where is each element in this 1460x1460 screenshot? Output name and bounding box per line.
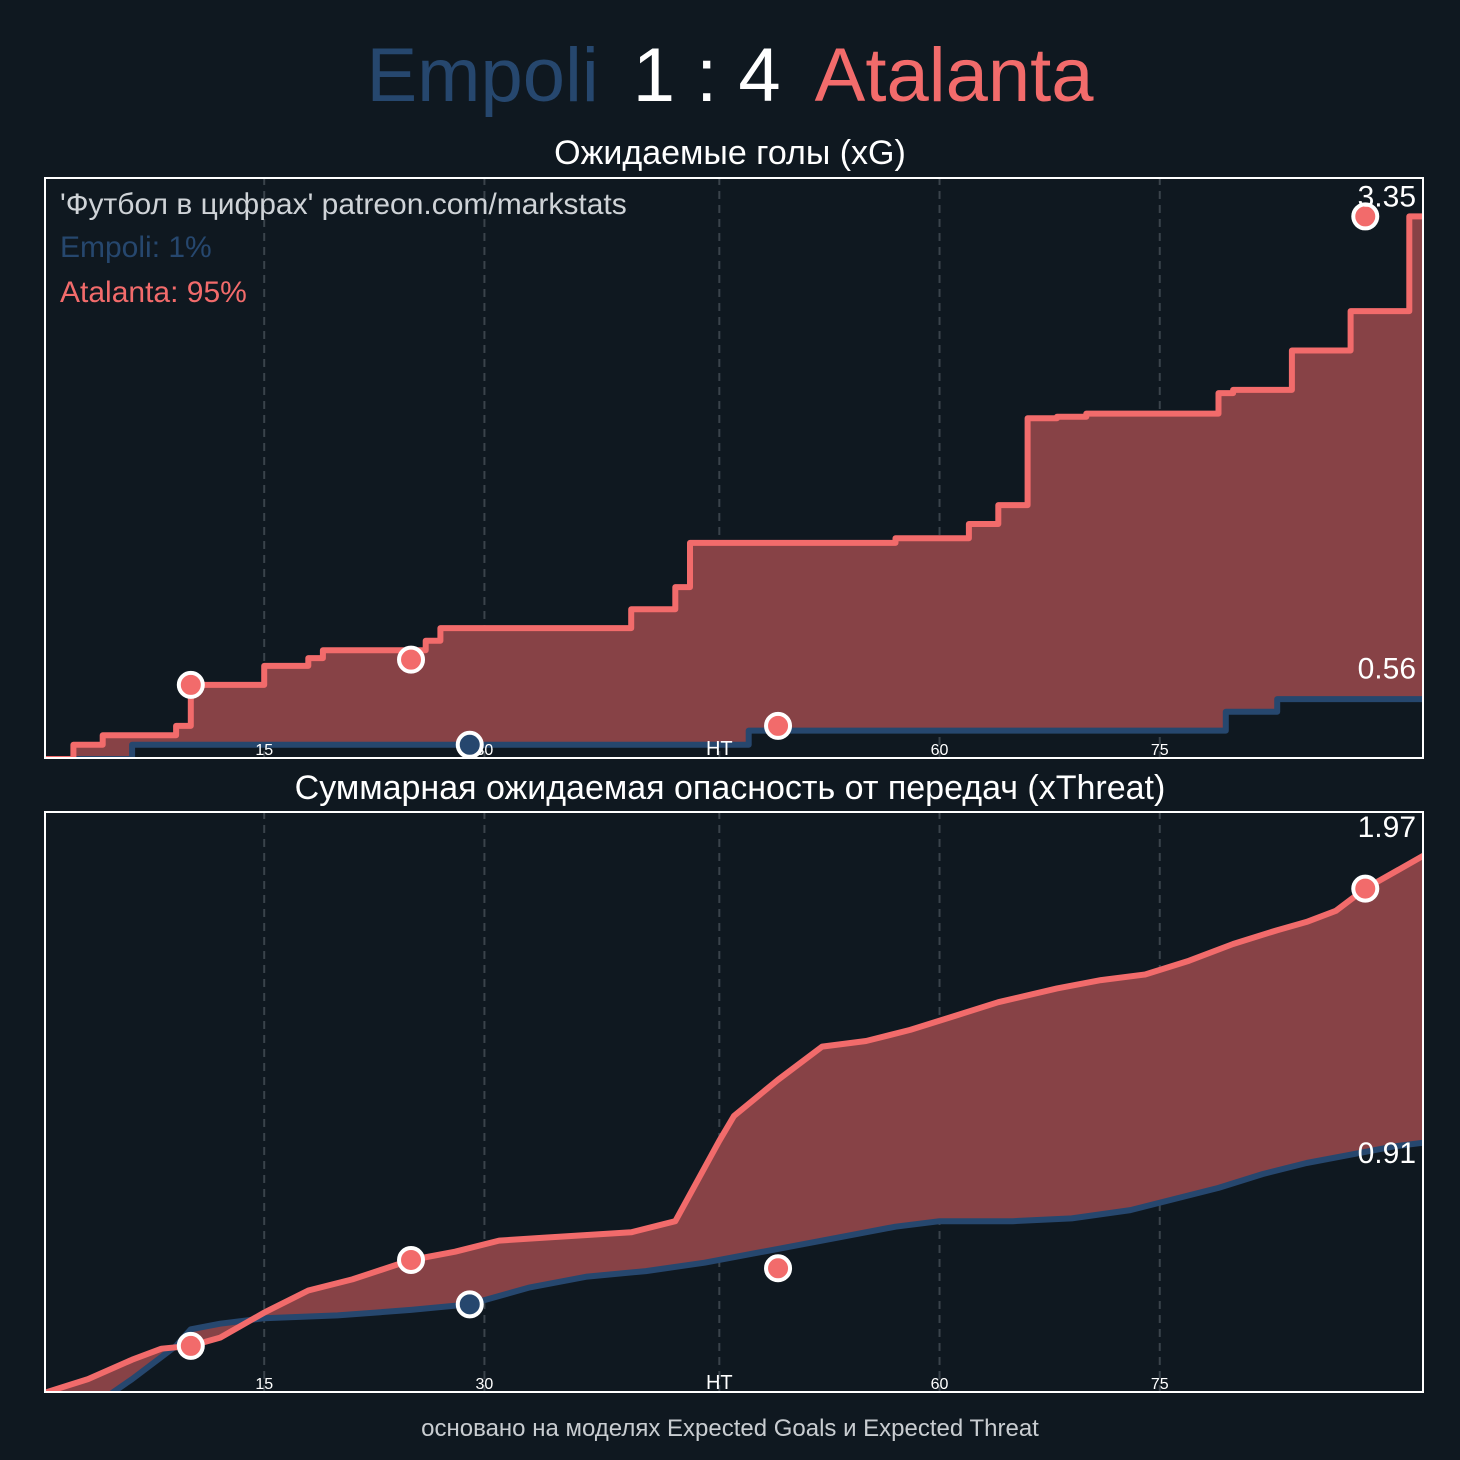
xthreat-x-tick-label: 15 [255, 1376, 273, 1393]
footer-note: основано на моделях Expected Goals и Exp… [421, 1415, 1039, 1442]
home-win-probability: Empoli: 1% [60, 231, 212, 264]
xthreat-x-tick-label: 60 [931, 1376, 949, 1393]
xthreat-x-tick-label: 30 [476, 1376, 494, 1393]
xg-atalanta-end-label: 3.35 [1358, 180, 1416, 213]
match-header: Empoli 1 : 4 Atalanta [0, 28, 1460, 124]
away-win-probability: Atalanta: 95% [60, 276, 247, 309]
xg-goal-marker-atalanta [764, 711, 793, 740]
xg-goal-marker-atalanta [176, 670, 205, 699]
xg-goal-marker-atalanta [397, 645, 426, 674]
xthreat-frame [44, 811, 1424, 1393]
xg-empoli-end-label: 0.56 [1358, 652, 1416, 685]
xthreat-empoli-end-label: 0.91 [1358, 1137, 1416, 1170]
xg-x-tick-label: 60 [931, 742, 949, 759]
xg-frame [44, 177, 1424, 759]
xthreat-atalanta-end-label: 1.97 [1358, 811, 1416, 844]
xg-x-tick-label: 15 [255, 742, 273, 759]
xthreat-chart-title: Суммарная ожидаемая опасность от передач… [294, 769, 1166, 807]
xthreat-series-empoli-line [106, 1139, 1424, 1393]
match-score: 1 : 4 [632, 33, 781, 118]
xthreat-goal-marker-atalanta [764, 1254, 793, 1283]
credit-text: 'Футбол в цифрах' patreon.com/markstats [60, 188, 627, 221]
xg-goal-marker-atalanta [1351, 202, 1380, 231]
xthreat-x-tick-label: HT [706, 1372, 733, 1393]
xg-x-tick-label: 75 [1151, 742, 1169, 759]
xg-difference-fill [44, 216, 1424, 759]
xthreat-x-tick-label: 75 [1151, 1376, 1169, 1393]
xg-x-tick-label: HT [706, 738, 733, 759]
xg-chart: 15 30 HT 60 75 3.35 0.56 'Футбол в цифрах' pat… [44, 177, 1424, 759]
xthreat-series-atalanta-line [44, 851, 1424, 1393]
xg-chart-svg: 15 30 HT 60 753.350.56 [44, 177, 1424, 759]
xthreat-plot-area [44, 811, 1424, 1393]
xthreat-chart: 15 30 HT 60 75 1.97 0.91 [44, 811, 1424, 1393]
away-team-name: Atalanta [814, 33, 1094, 118]
xg-goal-marker-empoli [455, 730, 484, 759]
xthreat-goal-marker-atalanta [176, 1331, 205, 1360]
xthreat-goal-marker-atalanta [397, 1245, 426, 1274]
xg-series-empoli-line [44, 696, 1424, 759]
xg-plot-area [44, 177, 1424, 759]
xthreat-goal-marker-atalanta [1351, 874, 1380, 903]
xthreat-goal-marker-empoli [455, 1290, 484, 1319]
xg-chart-title: Ожидаемые голы (xG) [554, 134, 906, 172]
home-team-name: Empoli [366, 33, 599, 118]
xthreat-chart-svg: 15 30 HT 60 75 1.97 0.91 [44, 811, 1424, 1393]
xthreat-difference-fill [44, 855, 1424, 1393]
